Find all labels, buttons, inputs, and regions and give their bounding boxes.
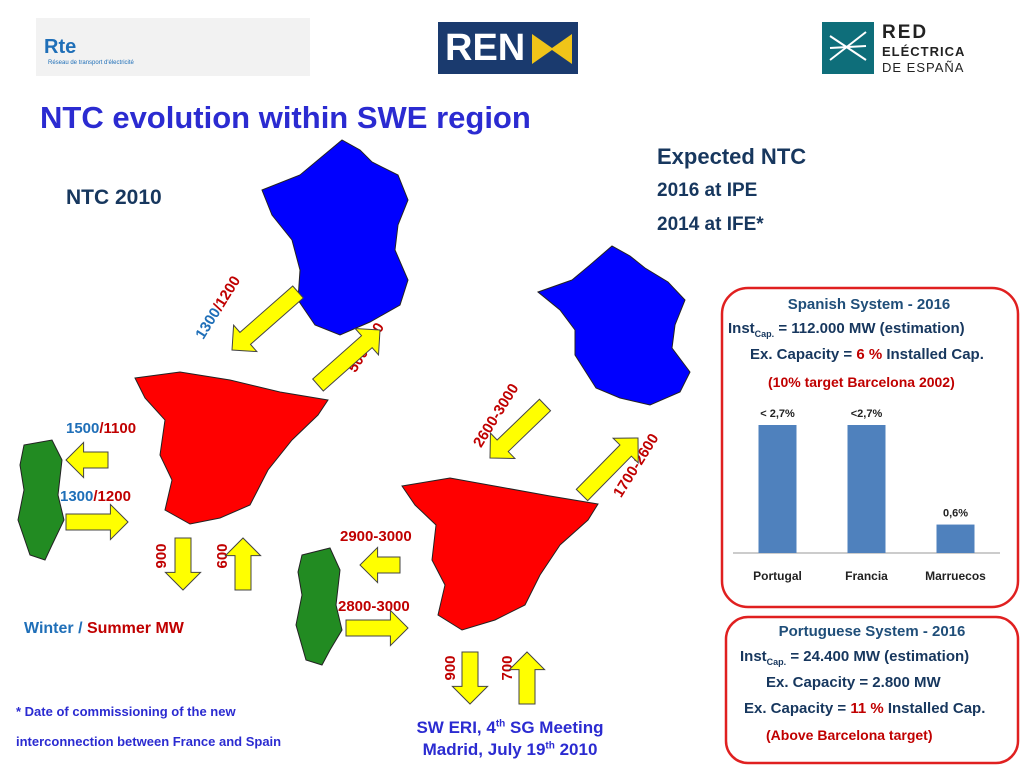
highlight: 11 % <box>850 700 884 717</box>
box-line: (Above Barcelona target) <box>766 727 933 743</box>
ntc-label: 1500/1100 <box>66 420 136 437</box>
rte-tagline: Réseau de transport d'électricité <box>48 60 134 66</box>
arrow <box>231 285 304 353</box>
x-tick-label: Portugal <box>753 569 802 583</box>
rte-logo: Rte <box>44 36 77 58</box>
x-tick-label: Francia <box>845 569 888 583</box>
france-map-2 <box>536 245 691 406</box>
arrow <box>164 537 202 591</box>
ntc-label: 1300/1200 <box>60 488 131 505</box>
winter: 1500 <box>66 420 100 437</box>
ntc-label: 900 <box>153 543 170 568</box>
box-line: Ex. Capacity = 6 % Installed Cap. <box>750 346 984 363</box>
text: 2010 <box>554 740 598 759</box>
summer: /1100 <box>99 420 137 437</box>
footer: SW ERI, 4th SG Meeting <box>390 718 630 738</box>
winter: 1300 <box>60 488 94 505</box>
box-line: (10% target Barcelona 2002) <box>768 374 955 390</box>
arrow <box>311 327 381 392</box>
text: SG Meeting <box>505 718 604 737</box>
legend: Winter / Summer MW <box>24 620 184 638</box>
spanish-box <box>720 286 1020 609</box>
arrow <box>65 441 109 479</box>
left-heading: NTC 2010 <box>66 186 162 209</box>
portugal-map-2 <box>295 547 343 666</box>
text: SW ERI, 4 <box>416 718 496 737</box>
arrow <box>451 651 489 705</box>
ren-logo: REN <box>445 27 526 69</box>
legend-winter: Winter / <box>24 620 83 637</box>
text: Inst <box>728 320 755 337</box>
subscript: Cap. <box>766 657 787 667</box>
ntc-label: 2800-3000 <box>338 598 410 615</box>
box-title: Portuguese System - 2016 <box>778 623 966 640</box>
ntc-label: 600 <box>214 543 231 568</box>
data-label: <2,7% <box>851 408 883 420</box>
box-title: Spanish System - 2016 <box>787 296 951 313</box>
france-map <box>261 139 409 336</box>
rte-logo-box <box>36 18 310 76</box>
bar <box>758 425 797 553</box>
ntc-label: 2900-3000 <box>340 528 412 545</box>
superscript: th <box>495 718 506 730</box>
slide-title: NTC evolution within SWE region <box>40 100 531 135</box>
text: Ex. Capacity = <box>744 700 851 717</box>
data-label: 0,6% <box>943 508 968 520</box>
spain-map <box>134 371 329 525</box>
text: Inst <box>740 648 767 665</box>
bar <box>936 524 975 553</box>
footer: Madrid, July 19th 2010 <box>390 740 630 760</box>
footnote: interconnection between France and Spain <box>16 734 282 749</box>
text: Installed Cap. <box>882 346 984 363</box>
right-heading: 2016 at IPE <box>657 180 758 201</box>
portugal-map <box>17 439 65 561</box>
ree-logo: DE ESPAÑA <box>882 60 965 75</box>
box-line: InstCap. = 112.000 MW (estimation) <box>728 320 965 339</box>
subscript: Cap. <box>754 329 775 339</box>
arrow <box>359 546 401 584</box>
footnote: * Date of commissioning of the new <box>16 704 236 719</box>
ree-logo: ELÉCTRICA <box>882 44 966 59</box>
bar <box>847 425 886 553</box>
text: = 112.000 MW (estimation) <box>774 320 965 337</box>
arrow <box>508 651 546 705</box>
arrow <box>345 609 409 647</box>
arrow <box>224 537 262 591</box>
right-heading: Expected NTC <box>657 144 807 169</box>
data-label: < 2,7% <box>760 408 795 420</box>
legend-summer: Summer MW <box>82 620 184 637</box>
ntc-label: 900 <box>442 655 459 680</box>
box-line: Ex. Capacity = 11 % Installed Cap. <box>744 700 985 717</box>
text: Madrid, July 19 <box>422 740 546 759</box>
box-line: Ex. Capacity = 2.800 MW <box>766 674 941 691</box>
spain-map-2 <box>401 477 599 631</box>
arrow <box>65 503 129 541</box>
right-heading: 2014 at IFE* <box>657 214 764 235</box>
ren-logo-mark <box>532 34 572 64</box>
ntc-label: 700 <box>499 655 516 680</box>
text: Ex. Capacity = <box>750 346 857 363</box>
x-tick-label: Marruecos <box>925 569 986 583</box>
ree-logo: RED <box>882 22 929 43</box>
text: = 24.400 MW (estimation) <box>786 648 970 665</box>
text: Installed Cap. <box>883 700 986 717</box>
box-line: InstCap. = 24.400 MW (estimation) <box>740 648 969 667</box>
superscript: th <box>545 740 555 752</box>
summer: /1200 <box>93 488 131 505</box>
portuguese-box <box>724 615 1020 765</box>
arrow <box>489 398 552 459</box>
arrow <box>575 437 639 502</box>
highlight: 6 % <box>856 346 883 363</box>
ree-logo-lines <box>829 31 867 61</box>
